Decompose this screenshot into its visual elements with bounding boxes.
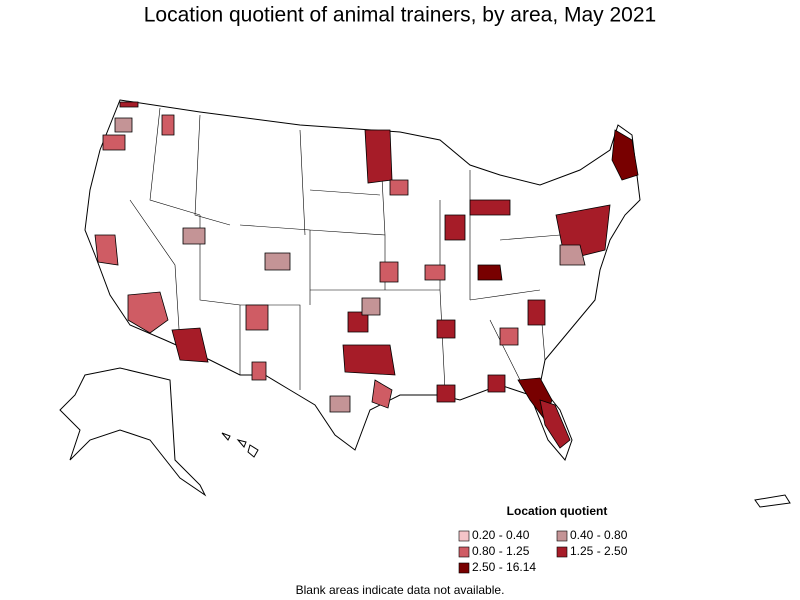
legend-swatch [458, 530, 470, 542]
puerto-rico [754, 494, 791, 508]
area [114, 117, 133, 133]
area [245, 304, 269, 331]
alaska [59, 367, 207, 497]
legend-swatch [458, 546, 470, 558]
area [389, 179, 409, 196]
area [436, 384, 456, 403]
area [127, 291, 169, 334]
area [559, 244, 586, 266]
legend-swatch [458, 562, 470, 574]
area [611, 129, 639, 181]
area [347, 311, 369, 333]
area [477, 264, 503, 281]
area [264, 252, 291, 271]
legend-label: 0.80 - 1.25 [472, 544, 530, 558]
state-borders [129, 107, 591, 391]
legend-label: 0.40 - 0.80 [570, 528, 628, 542]
legend-swatch [556, 530, 568, 542]
area [94, 234, 119, 266]
area [364, 129, 393, 184]
area [361, 297, 381, 316]
area [469, 199, 511, 216]
area [161, 114, 175, 136]
area [444, 214, 466, 241]
colored-areas [94, 101, 639, 449]
area [371, 379, 393, 409]
area [487, 374, 506, 393]
legend-label: 0.20 - 0.40 [472, 528, 530, 542]
area [527, 299, 546, 326]
area [102, 134, 126, 151]
area [379, 261, 399, 283]
area [499, 327, 519, 346]
legend-title: Location quotient [507, 504, 608, 518]
area [539, 399, 571, 449]
area [182, 227, 206, 245]
legend: Location quotient 0.20 - 0.40 0.40 - 0.80… [458, 504, 628, 574]
area [171, 327, 209, 363]
area [424, 264, 446, 281]
area [329, 395, 351, 413]
map [59, 99, 791, 508]
legend-swatch [556, 546, 568, 558]
legend-label: 2.50 - 16.14 [472, 560, 536, 574]
hawaii [221, 432, 259, 458]
map-title: Location quotient of animal trainers, by… [144, 4, 656, 27]
footnote: Blank areas indicate data not available. [296, 583, 505, 597]
area [251, 361, 267, 381]
area [119, 101, 139, 108]
area [342, 344, 396, 376]
area [436, 319, 456, 339]
legend-label: 1.25 - 2.50 [570, 544, 628, 558]
